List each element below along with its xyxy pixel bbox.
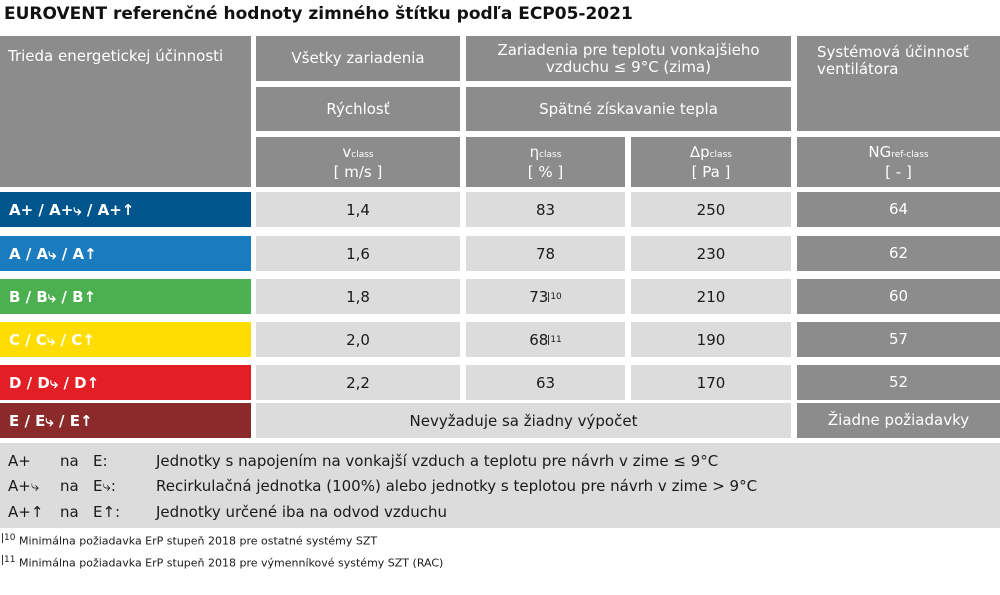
header-outdoor-devices: Zariadenia pre teplotu vonkajšieho vzduc… xyxy=(466,36,791,81)
legend-to: E↑: xyxy=(93,503,121,521)
v-symbol: v xyxy=(342,142,352,161)
ng-value: 52 xyxy=(797,365,1000,400)
ng-value: 62 xyxy=(797,236,1000,271)
eta-value: 73 10 xyxy=(466,279,625,314)
dp-value: 230 xyxy=(631,236,791,271)
page-title: EUROVENT referenčné hodnoty zimného štít… xyxy=(4,4,633,24)
dp-symbol: ∆p xyxy=(690,142,710,161)
eta-number: 68 xyxy=(529,330,549,349)
class-label-e: E / E⤷ / E↑ xyxy=(0,403,251,438)
no-requirements-cell: Žiadne požiadavky xyxy=(797,403,1000,438)
legend-from: A+↑ xyxy=(8,503,44,521)
class-label: D / D⤷ / D↑ xyxy=(0,365,251,400)
legend-from: A+⤷ xyxy=(8,477,40,495)
v-value: 2,2 xyxy=(256,365,460,400)
legend-na: na xyxy=(60,452,79,470)
class-label: A+ / A+⤷ / A+↑ xyxy=(0,192,251,227)
eta-value: 78 xyxy=(466,236,625,271)
v-unit: [ m/s ] xyxy=(333,162,383,181)
dp-value: 190 xyxy=(631,322,791,357)
legend-text: Jednotky s napojením na vonkajší vzduch … xyxy=(156,452,719,470)
dp-value: 210 xyxy=(631,279,791,314)
header-ng: NGref-class [ - ] xyxy=(797,137,1000,187)
footnote-text: Minimálna požiadavka ErP stupeň 2018 pre… xyxy=(18,556,444,570)
footnote-11: 11 Minimálna požiadavka ErP stupeň 2018 … xyxy=(2,555,443,570)
legend-to: E: xyxy=(93,452,108,470)
legend-na: na xyxy=(60,503,79,521)
legend-to: E⤷: xyxy=(93,477,116,495)
footnote-10: 10 Minimálna požiadavka ErP stupeň 2018 … xyxy=(2,533,377,548)
v-value: 1,6 xyxy=(256,236,460,271)
eta-value: 63 xyxy=(466,365,625,400)
header-heat-recovery: Spätné získavanie tepla xyxy=(466,87,791,131)
v-value: 1,4 xyxy=(256,192,460,227)
footnote-ref: 11 xyxy=(548,334,562,345)
header-all-devices: Všetky zariadenia xyxy=(256,36,460,81)
eta-number: 83 xyxy=(535,200,556,219)
dp-unit: [ Pa ] xyxy=(691,162,731,181)
legend-box: A+ na E: Jednotky s napojením na vonkajš… xyxy=(0,443,1000,528)
eta-number: 63 xyxy=(535,373,556,392)
legend-text: Jednotky určené iba na odvod vzduchu xyxy=(156,503,448,521)
legend-from: A+ xyxy=(8,452,31,470)
no-calculation-cell: Nevyžaduje sa žiadny výpočet xyxy=(256,403,791,438)
v-sub: class xyxy=(351,149,374,160)
eta-unit: [ % ] xyxy=(527,162,564,181)
eta-value: 68 11 xyxy=(466,322,625,357)
header-fan-efficiency: Systémová účinnosť ventilátora xyxy=(797,36,1000,131)
footnote-num: 10 xyxy=(2,533,16,543)
eta-symbol: η xyxy=(529,142,540,161)
header-v: vclass [ m/s ] xyxy=(256,137,460,187)
dp-value: 170 xyxy=(631,365,791,400)
eta-sub: class xyxy=(539,149,562,160)
class-label: B / B⤷ / B↑ xyxy=(0,279,251,314)
header-class: Trieda energetickej účinnosti xyxy=(0,36,251,187)
header-eta: ηclass [ % ] xyxy=(466,137,625,187)
footnote-text: Minimálna požiadavka ErP stupeň 2018 pre… xyxy=(18,534,378,548)
dp-sub: class xyxy=(709,149,732,160)
ng-value: 60 xyxy=(797,279,1000,314)
ng-sub: ref-class xyxy=(891,149,929,160)
legend-text: Recirkulačná jednotka (100%) alebo jedno… xyxy=(156,477,758,495)
ng-unit: [ - ] xyxy=(885,162,912,181)
eta-value: 83 xyxy=(466,192,625,227)
v-value: 1,8 xyxy=(256,279,460,314)
v-value: 2,0 xyxy=(256,322,460,357)
header-speed: Rýchlosť xyxy=(256,87,460,131)
dp-value: 250 xyxy=(631,192,791,227)
header-dp: ∆pclass [ Pa ] xyxy=(631,137,791,187)
class-label: C / C⤷ / C↑ xyxy=(0,322,251,357)
ng-symbol: NG xyxy=(868,142,892,161)
class-label: A / A⤷ / A↑ xyxy=(0,236,251,271)
eta-number: 78 xyxy=(535,244,556,263)
legend-na: na xyxy=(60,477,79,495)
footnote-ref: 10 xyxy=(548,291,562,302)
ng-value: 57 xyxy=(797,322,1000,357)
eta-number: 73 xyxy=(529,287,549,306)
ng-value: 64 xyxy=(797,192,1000,227)
footnote-num: 11 xyxy=(2,555,16,565)
